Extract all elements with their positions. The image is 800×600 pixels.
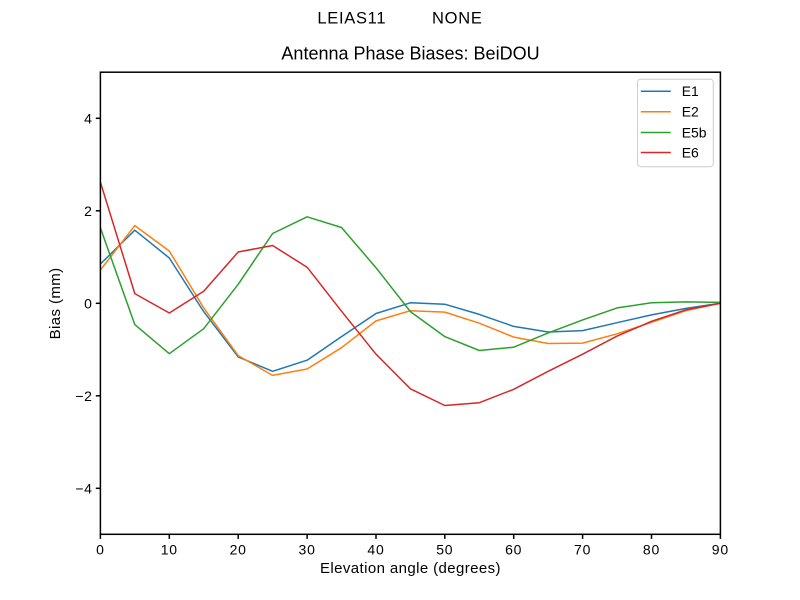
- svg-text:0: 0: [84, 295, 92, 311]
- svg-text:Antenna Phase Biases: BeiDOU: Antenna Phase Biases: BeiDOU: [281, 44, 539, 64]
- svg-text:90: 90: [712, 542, 729, 558]
- svg-text:40: 40: [367, 542, 384, 558]
- svg-text:LEIAS11: LEIAS11: [317, 10, 386, 28]
- svg-text:50: 50: [436, 542, 453, 558]
- svg-text:E5b: E5b: [682, 125, 707, 141]
- svg-text:E2: E2: [682, 104, 699, 120]
- svg-text:Bias (mm): Bias (mm): [47, 267, 64, 339]
- svg-text:E6: E6: [682, 145, 699, 161]
- svg-text:80: 80: [643, 542, 660, 558]
- svg-text:E1: E1: [682, 83, 699, 99]
- svg-text:Elevation angle (degrees): Elevation angle (degrees): [320, 560, 501, 577]
- svg-text:10: 10: [161, 542, 178, 558]
- svg-text:NONE: NONE: [432, 10, 482, 28]
- svg-text:0: 0: [96, 542, 105, 558]
- svg-text:30: 30: [299, 542, 316, 558]
- svg-text:−4: −4: [75, 480, 92, 496]
- svg-text:70: 70: [574, 542, 591, 558]
- svg-text:2: 2: [84, 203, 92, 219]
- svg-text:20: 20: [230, 542, 247, 558]
- svg-text:60: 60: [505, 542, 522, 558]
- svg-text:4: 4: [84, 110, 92, 126]
- svg-text:−2: −2: [75, 388, 92, 404]
